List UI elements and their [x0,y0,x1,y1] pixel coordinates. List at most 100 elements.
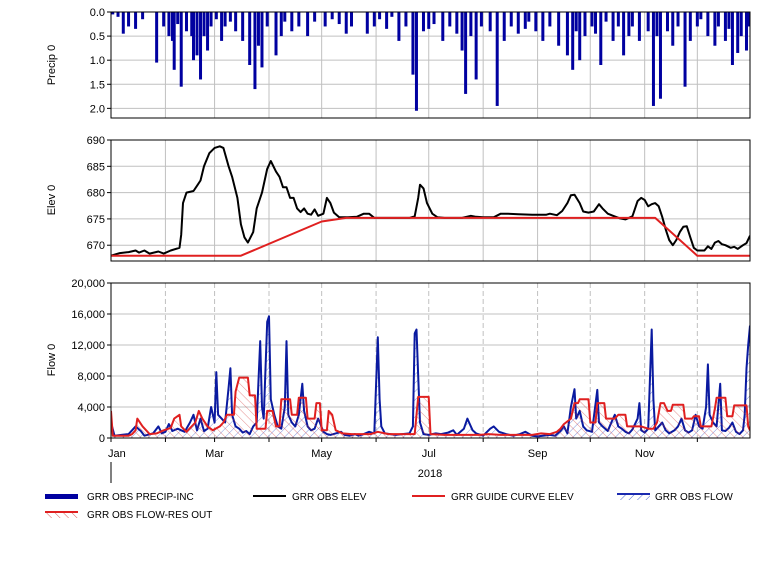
precip-bar [627,12,631,37]
precip-bar [190,12,194,37]
precip-bar [414,12,418,111]
elev-y-tick-label: 680 [87,188,105,200]
x-tick-label: Nov [635,448,655,460]
precip-bar [337,12,341,25]
precip-bar [432,12,436,25]
flow-panel: 0 4,000 8,000 12,000 16,000 20,000 Flow 0 [46,278,751,445]
precip-bar [179,12,183,87]
flow-lines [111,315,750,438]
precip-bar [290,12,294,32]
precip-bar [688,12,692,41]
precip-bar [574,12,578,32]
precip-bar [723,12,727,41]
precip-bar [372,12,376,27]
precip-bar [141,12,145,20]
elev-y-ticks: 670 675 680 685 690 [87,135,111,252]
precip-bar [155,12,159,63]
precip-bar [167,12,171,37]
precip-bar [421,12,425,32]
precip-bar [651,12,655,106]
precip-bar [228,12,232,22]
precip-bar [279,12,283,37]
precip-frame [110,11,751,119]
precip-bar [616,12,620,27]
precip-bar [274,12,278,56]
precip-y-ticks: 0.0 0.5 1.0 1.5 2.0 [90,7,111,115]
legend-label-flow-res-out: GRR OBS FLOW-RES OUT [87,510,212,521]
precip-bar [365,12,369,34]
precip-bar [611,12,615,41]
precip-bar [583,12,587,37]
precip-bar [665,12,669,32]
precip-bar [744,12,748,51]
legend-hatch-obs-flow [617,494,650,500]
precip-bar [746,12,750,27]
x-tick-label: Jan [108,448,126,460]
precip-bar [199,12,203,80]
elev-lines [111,145,750,257]
precip-bar [411,12,415,75]
time-axis: Jan Mar May Jul Sep Nov [108,438,698,460]
flow-y-tick-label: 16,000 [71,309,105,321]
legend-item-guide-curve: GRR GUIDE CURVE ELEV [412,492,574,503]
elev-y-tick-label: 670 [87,240,105,252]
obs-flow-hatch-area [111,316,750,438]
flow-y-tick-label: 0 [99,433,105,445]
precip-bar [192,12,196,61]
elev-y-tick-label: 690 [87,135,105,147]
legend-label-obs-elev: GRR OBS ELEV [292,492,367,503]
precip-bar [297,12,301,27]
precip-bar [176,12,180,25]
precip-bar [111,12,115,15]
precip-bar [127,12,131,27]
precip-bar [253,12,257,90]
precip-bar [604,12,608,22]
precip-bar [479,12,483,27]
legend-swatch-precip [45,494,78,499]
legend-item-obs-flow: GRR OBS FLOW [617,492,733,503]
legend-hatch-flow-res-out [45,512,78,518]
precip-bar [594,12,598,34]
precip-y-tick-label: 1.5 [90,79,105,91]
precip-bar [706,12,710,37]
precip-bar [202,12,206,37]
flow-y-ticks: 0 4,000 8,000 12,000 16,000 20,000 [71,278,111,445]
flow-y-tick-label: 12,000 [71,340,105,352]
precip-bar [736,12,740,53]
precip-bar [256,12,260,46]
precip-bar [378,12,382,20]
precip-y-tick-label: 1.0 [90,55,105,67]
precip-bar [209,12,213,27]
elev-y-tick-label: 685 [87,161,105,173]
precip-bar [474,12,478,80]
precip-bar [234,12,238,32]
legend: GRR OBS PRECIP-INC GRR OBS ELEV GRR GUID… [45,492,733,521]
precip-bar [548,12,552,27]
precip-bar [448,12,452,27]
precip-bar [170,12,174,41]
precip-bar [516,12,520,34]
flow-y-tick-label: 4,000 [77,402,105,414]
precip-panel: 0.0 0.5 1.0 1.5 2.0 Precip 0 [46,7,751,119]
precip-bar [241,12,245,41]
precip-bar [248,12,252,65]
precip-bar [502,12,506,41]
precip-y-tick-label: 0.0 [90,7,105,19]
precip-bar [488,12,492,32]
precip-bar [223,12,227,27]
precip-bar [469,12,473,37]
year-label: 2018 [418,468,442,480]
obs-elev-line [111,145,750,257]
flow-frame [110,282,751,439]
precip-y-axis-label: Precip 0 [46,45,58,85]
precip-bar [713,12,717,46]
precip-bar [534,12,538,32]
elev-gridlines [111,139,750,261]
legend-item-obs-elev: GRR OBS ELEV [253,492,367,503]
precip-bar [260,12,264,68]
precip-bar [646,12,650,32]
precip-bar [427,12,431,29]
flow-res-out-line [111,376,750,437]
precip-bar [730,12,734,65]
